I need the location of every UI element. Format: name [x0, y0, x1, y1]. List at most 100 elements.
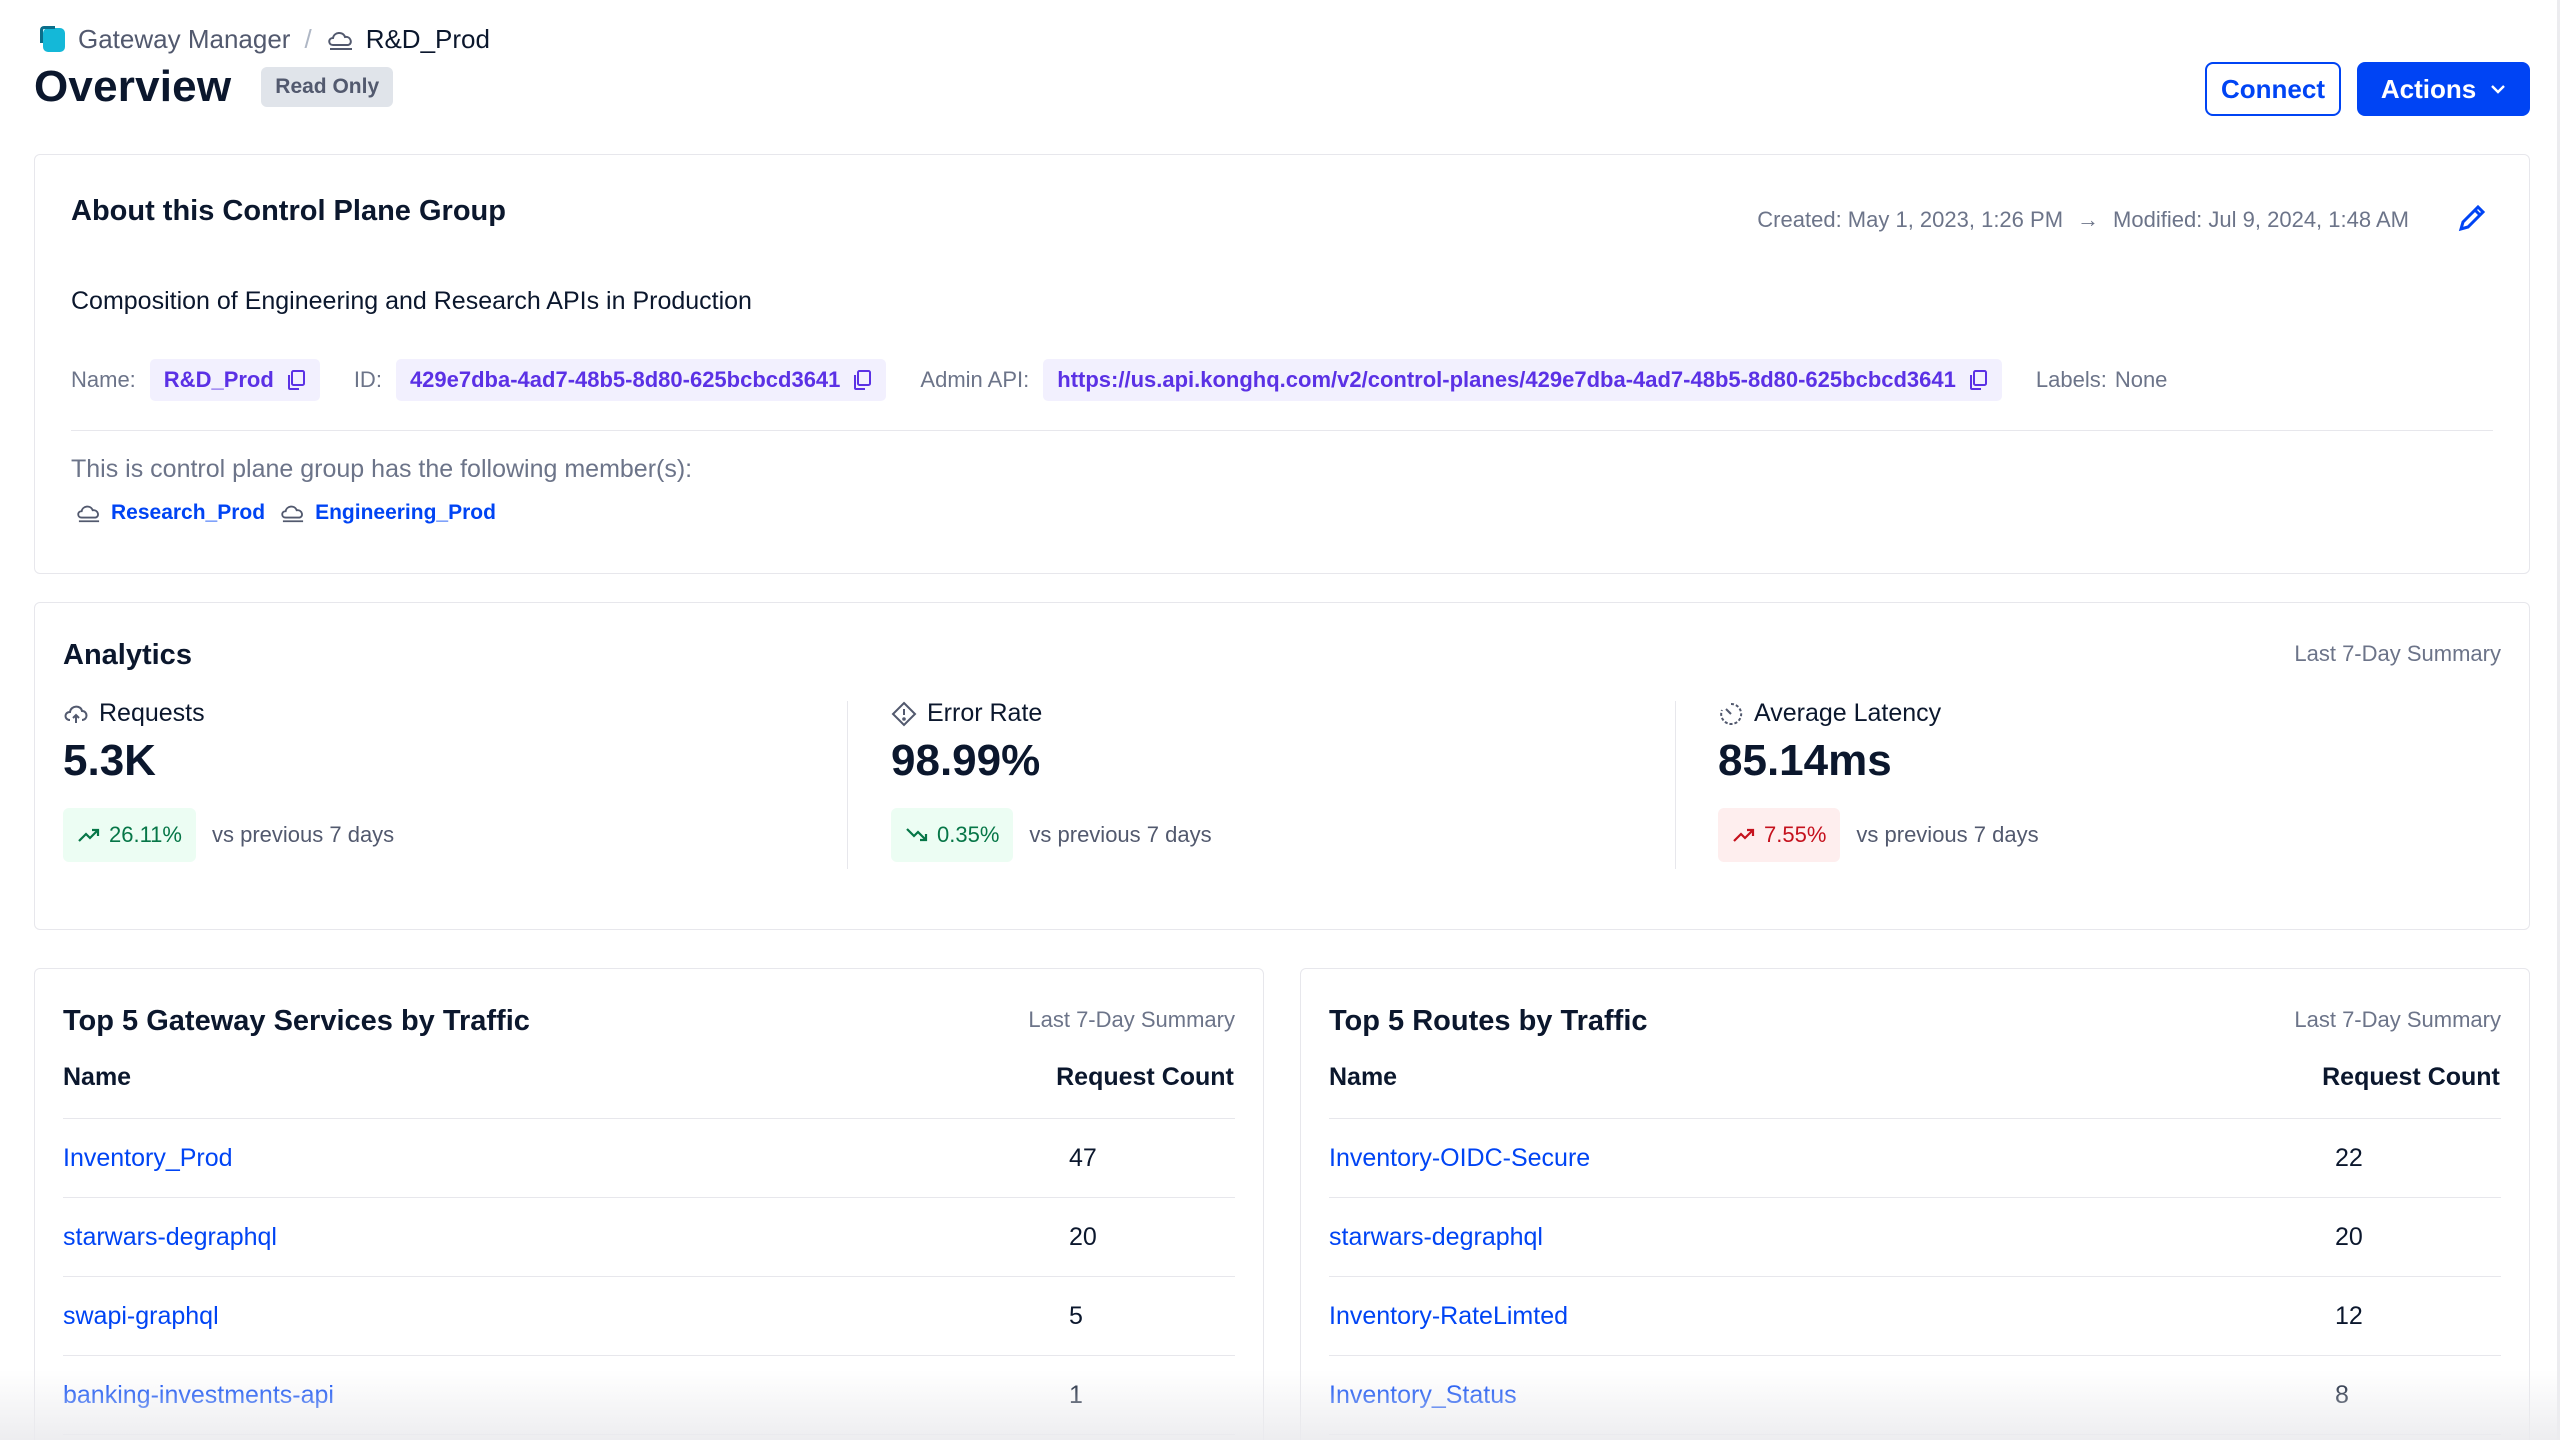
- actions-button[interactable]: Actions: [2357, 62, 2530, 116]
- trend-badge: 7.55%: [1718, 808, 1841, 862]
- top-services-summary-label: Last 7-Day Summary: [1028, 1007, 1235, 1032]
- route-link[interactable]: Inventory-OIDC-Secure: [1329, 1143, 1591, 1172]
- admin-api-chip[interactable]: https://us.api.konghq.com/v2/control-pla…: [1043, 359, 2002, 401]
- metric-label: Requests: [99, 699, 205, 727]
- request-count: 22: [2335, 1143, 2363, 1172]
- scrollbar-track[interactable]: [2557, 0, 2560, 1440]
- cloud-icon: [281, 505, 304, 523]
- metric-value: 85.14ms: [1718, 736, 1892, 785]
- name-label: Name:: [71, 367, 136, 392]
- trend-value: 0.35%: [937, 822, 1000, 847]
- breadcrumb: Gateway Manager / R&D_Prod: [40, 24, 490, 55]
- request-count: 47: [1069, 1143, 1097, 1172]
- member-link-research-prod[interactable]: Research_Prod: [75, 501, 265, 525]
- metric-label: Error Rate: [927, 699, 1043, 727]
- table-row: starwars-degraphql 20: [1329, 1198, 2501, 1277]
- column-header-request-count: Request Count: [2322, 1063, 2500, 1091]
- trend-comparison: vs previous 7 days: [1029, 822, 1212, 847]
- trend-value: 7.55%: [1764, 822, 1827, 847]
- request-count: 8: [2335, 1380, 2349, 1409]
- metric-value: 5.3K: [63, 736, 156, 785]
- trend-comparison: vs previous 7 days: [211, 822, 395, 847]
- cloud-icon: [327, 31, 352, 50]
- name-chip[interactable]: R&D_Prod: [149, 359, 320, 401]
- diamond-warning-icon: [891, 701, 917, 726]
- metric-trend: 0.35% vs previous 7 days: [891, 808, 1691, 862]
- route-link[interactable]: Inventory_Status: [1329, 1380, 1517, 1409]
- metric-head: Average Latency: [1718, 699, 2518, 728]
- column-header-name: Name: [1329, 1063, 1398, 1091]
- table-row: Inventory-OIDC-Secure 22: [1329, 1119, 2501, 1198]
- top-routes-table: Name Request Count Inventory-OIDC-Secure…: [1329, 1053, 2501, 1435]
- trend-value: 26.11%: [109, 822, 182, 847]
- top-services-card: Top 5 Gateway Services by Traffic Last 7…: [34, 968, 1264, 1440]
- metric-requests: Requests 5.3K 26.11% vs previous 7 days: [63, 699, 863, 863]
- request-count: 20: [1069, 1222, 1097, 1251]
- column-header-name: Name: [63, 1063, 132, 1091]
- name-value: R&D_Prod: [163, 367, 274, 392]
- metric-separator: [847, 701, 848, 869]
- arrow-right-icon: →: [2077, 207, 2100, 232]
- actions-button-label: Actions: [2380, 73, 2477, 104]
- metric-separator: [1675, 701, 1676, 869]
- analytics-summary-label: Last 7-Day Summary: [2294, 641, 2501, 666]
- table-row: Inventory_Status 8: [1329, 1356, 2501, 1435]
- about-fields: Name: R&D_Prod ID: 429e7dba-4ad7-48b5-8d…: [71, 359, 2167, 401]
- edit-pencil-icon[interactable]: [2455, 201, 2489, 235]
- gauge-icon: [1720, 702, 1743, 725]
- admin-api-value: https://us.api.konghq.com/v2/control-pla…: [1057, 367, 1956, 392]
- connect-button[interactable]: Connect: [2205, 62, 2341, 116]
- service-link[interactable]: banking-investments-api: [63, 1380, 334, 1409]
- chevron-down-icon: [2491, 85, 2506, 94]
- service-link[interactable]: starwars-degraphql: [63, 1222, 277, 1251]
- request-count: 20: [2335, 1222, 2363, 1251]
- table-row: Inventory_Prod 47: [63, 1119, 1235, 1198]
- request-count: 1: [1069, 1380, 1083, 1409]
- metric-head: Error Rate: [891, 699, 1691, 728]
- page-title: Overview: [34, 62, 232, 111]
- metric-head: Requests: [63, 699, 863, 728]
- analytics-card: Analytics Last 7-Day Summary Requests 5.…: [34, 602, 2530, 930]
- metric-error-rate: Error Rate 98.99% 0.35% vs previous 7 da…: [891, 699, 1691, 863]
- members-label: This is control plane group has the foll…: [71, 455, 693, 483]
- metric-trend: 26.11% vs previous 7 days: [63, 808, 863, 862]
- about-divider: [71, 430, 2493, 431]
- gateway-manager-icon: [40, 25, 68, 54]
- breadcrumb-gateway-manager[interactable]: Gateway Manager: [40, 24, 290, 55]
- about-title: About this Control Plane Group: [71, 195, 506, 227]
- modified-date: Modified: Jul 9, 2024, 1:48 AM: [2113, 207, 2409, 232]
- member-label: Research_Prod: [111, 501, 266, 524]
- metric-average-latency: Average Latency 85.14ms 7.55% vs previou…: [1718, 699, 2518, 863]
- route-link[interactable]: starwars-degraphql: [1329, 1222, 1543, 1251]
- service-link[interactable]: swapi-graphql: [63, 1301, 219, 1330]
- id-label: ID:: [353, 367, 382, 392]
- trend-badge: 26.11%: [63, 808, 196, 862]
- table-header: Name Request Count: [1329, 1063, 2501, 1119]
- table-row: Inventory-RateLimted 12: [1329, 1277, 2501, 1356]
- metric-value: 98.99%: [891, 736, 1041, 785]
- member-link-engineering-prod[interactable]: Engineering_Prod: [279, 501, 496, 525]
- service-link[interactable]: Inventory_Prod: [63, 1143, 233, 1172]
- id-chip[interactable]: 429e7dba-4ad7-48b5-8d80-625bcbcd3641: [395, 359, 887, 401]
- about-description: Composition of Engineering and Research …: [71, 287, 752, 315]
- copy-icon[interactable]: [852, 369, 872, 391]
- created-date: Created: May 1, 2023, 1:26 PM: [1757, 207, 2064, 232]
- metric-trend: 7.55% vs previous 7 days: [1718, 808, 2518, 862]
- table-header: Name Request Count: [63, 1063, 1235, 1119]
- top-services-title: Top 5 Gateway Services by Traffic: [63, 1005, 530, 1037]
- breadcrumb-current-label: R&D_Prod: [365, 24, 490, 54]
- breadcrumb-separator: /: [304, 24, 312, 54]
- title-row: Overview Read Only: [34, 62, 394, 112]
- top-routes-title: Top 5 Routes by Traffic: [1329, 1005, 1648, 1037]
- trend-comparison: vs previous 7 days: [1856, 822, 2039, 847]
- copy-icon[interactable]: [1968, 369, 1988, 391]
- copy-icon[interactable]: [286, 369, 306, 391]
- id-value: 429e7dba-4ad7-48b5-8d80-625bcbcd3641: [409, 367, 841, 392]
- table-row: swapi-graphql 5: [63, 1277, 1235, 1356]
- top-routes-card: Top 5 Routes by Traffic Last 7-Day Summa…: [1300, 968, 2530, 1440]
- top-services-table: Name Request Count Inventory_Prod 47 sta…: [63, 1053, 1235, 1435]
- route-link[interactable]: Inventory-RateLimted: [1329, 1301, 1569, 1330]
- about-card: About this Control Plane Group Created: …: [34, 154, 2530, 574]
- metric-label: Average Latency: [1754, 699, 1942, 727]
